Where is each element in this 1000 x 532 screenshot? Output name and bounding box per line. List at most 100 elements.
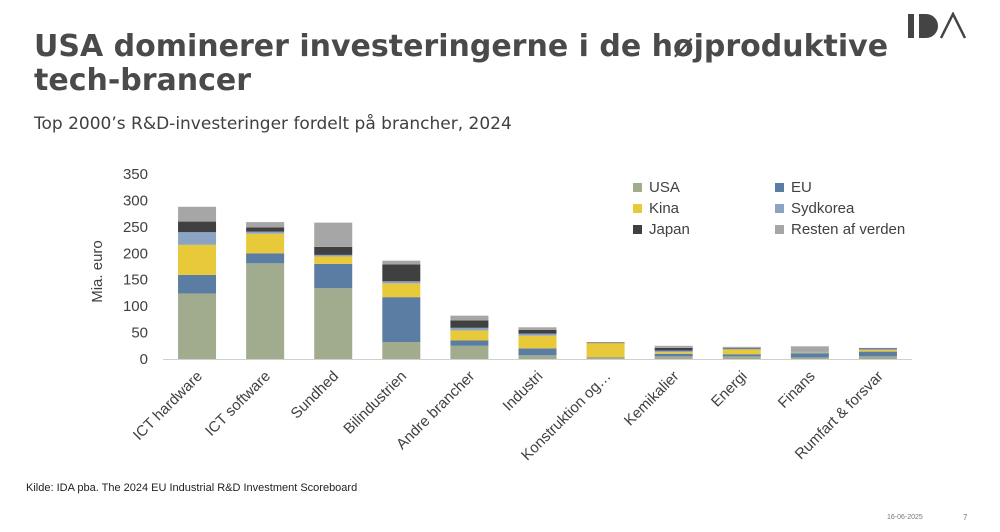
legend-label-kina: Kina (649, 200, 680, 217)
legend-swatch-usa (633, 183, 642, 192)
bar-segment-resten-af-verden (586, 342, 625, 343)
bar-segment-kina (518, 335, 557, 349)
bar-segment-usa (858, 356, 897, 359)
bar-segment-kina (586, 343, 625, 358)
bar-segment-kina (382, 283, 421, 298)
bar-segment-usa (246, 263, 285, 359)
legend-label-sydkorea: Sydkorea (791, 200, 855, 217)
bar-segment-resten-af-verden (858, 347, 897, 349)
bar-segment-kina (790, 352, 829, 354)
footer-date: 16-06-2025 (887, 514, 923, 521)
bar-segment-eu (178, 274, 217, 294)
bar-segment-sydkorea (246, 231, 285, 234)
legend-label-japan: Japan (649, 221, 690, 238)
bar-segment-eu (450, 340, 489, 346)
bar-segment-japan (518, 329, 557, 334)
x-category-label: Bilindustrien (340, 368, 410, 438)
bar-segment-japan (178, 221, 217, 233)
bar-segment-sydkorea (314, 254, 353, 257)
bar-segment-sydkorea (382, 281, 421, 284)
y-tick-label: 250 (123, 219, 148, 236)
legend-label-eu: EU (791, 179, 812, 196)
bar-segment-usa (654, 356, 693, 359)
y-tick-label: 50 (131, 325, 148, 342)
bar-segment-kina (654, 352, 693, 354)
bar-segment-kina (722, 349, 761, 355)
bar-segment-resten-af-verden (178, 206, 217, 222)
bar-segment-eu (314, 263, 353, 289)
bar-segment-eu (382, 297, 421, 343)
bar-segment-usa (450, 345, 489, 359)
bar-segment-sydkorea (722, 348, 761, 350)
legend-label-resten-af-verden: Resten af verden (791, 221, 905, 238)
bar-segment-sydkorea (178, 232, 217, 245)
legend-label-usa: USA (649, 179, 680, 196)
bar-segment-kina (858, 350, 897, 352)
bar-segment-sydkorea (654, 350, 693, 353)
legend-swatch-resten-af-verden (775, 225, 784, 234)
bar-segment-sydkorea (790, 351, 829, 353)
bar-segment-resten-af-verden (450, 315, 489, 321)
legend-swatch-japan (633, 225, 642, 234)
bar-segment-sydkorea (858, 348, 897, 351)
bar-segment-sydkorea (518, 333, 557, 336)
bar-segment-eu (586, 357, 625, 358)
y-tick-label: 0 (140, 351, 148, 368)
y-tick-label: 150 (123, 272, 148, 289)
legend-swatch-kina (633, 204, 642, 213)
bar-segment-eu (722, 354, 761, 357)
bar-segment-eu (246, 253, 285, 264)
bar-segment-kina (314, 256, 353, 264)
x-category-label: ICT hardware (130, 368, 206, 444)
bar-segment-usa (790, 357, 829, 359)
bar-segment-japan (722, 347, 761, 349)
y-tick-label: 350 (123, 166, 148, 183)
bar-segment-usa (178, 293, 217, 359)
legend-swatch-sydkorea (775, 204, 784, 213)
bar-segment-japan (246, 227, 285, 232)
bar-segment-resten-af-verden (246, 222, 285, 228)
x-category-label: Finans (775, 368, 819, 412)
bar-segment-kina (246, 233, 285, 254)
page-number: 7 (963, 513, 968, 522)
bar-segment-kina (178, 244, 217, 275)
bar-segment-kina (450, 330, 489, 341)
y-tick-label: 100 (123, 298, 148, 315)
page-title: USA dominerer investeringerne i de højpr… (34, 29, 889, 98)
bar-segment-usa (382, 342, 421, 359)
bar-segment-eu (858, 351, 897, 357)
x-category-label: Energi (708, 368, 751, 411)
bar-segment-usa (314, 288, 353, 359)
bar-segment-japan (586, 342, 625, 344)
legend-swatch-eu (775, 183, 784, 192)
y-axis-label: Mia. euro (89, 240, 106, 303)
y-tick-label: 300 (123, 192, 148, 209)
bar-segment-resten-af-verden (518, 327, 557, 330)
bar-segment-usa (518, 355, 557, 359)
source-note: Kilde: IDA pba. The 2024 EU Industrial R… (26, 482, 358, 494)
bar-segment-japan (858, 348, 897, 349)
bar-segment-japan (314, 246, 353, 255)
bar-segment-resten-af-verden (790, 346, 829, 352)
x-category-label: Sundhed (288, 368, 342, 422)
x-category-label: Kemikalier (621, 368, 683, 430)
bar-segment-resten-af-verden (654, 345, 693, 348)
x-category-label: Industri (500, 368, 547, 415)
bar-segment-resten-af-verden (722, 346, 761, 348)
bar-segment-resten-af-verden (314, 222, 353, 247)
ida-logo (908, 12, 967, 39)
bar-segment-japan (654, 347, 693, 351)
bar-segment-eu (518, 348, 557, 356)
bar-segment-resten-af-verden (382, 260, 421, 265)
bar-segment-usa (586, 357, 625, 359)
bar-segment-usa (722, 356, 761, 359)
x-category-label: ICT software (202, 368, 274, 440)
page-subtitle: Top 2000’s R&D-investeringer fordelt på … (34, 114, 512, 134)
bar-segment-eu (654, 353, 693, 357)
bar-segment-sydkorea (450, 327, 489, 331)
bar-segment-japan (450, 320, 489, 328)
y-tick-label: 200 (123, 245, 148, 262)
bar-segment-eu (790, 353, 829, 358)
bar-segment-japan (382, 264, 421, 282)
